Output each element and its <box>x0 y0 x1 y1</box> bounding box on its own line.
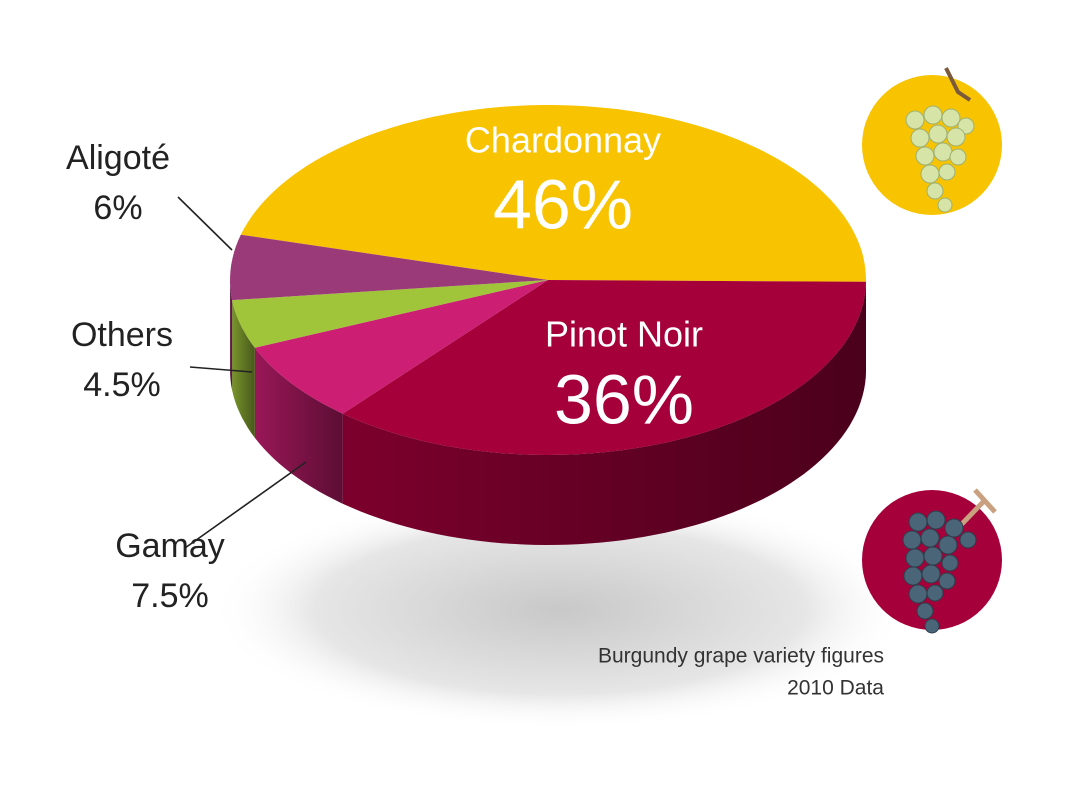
value-label: 7.5% <box>131 577 209 615</box>
grape-icon-black <box>862 488 1002 634</box>
slice <box>232 280 548 348</box>
slice <box>240 105 867 282</box>
slice-label: Aligoté <box>66 139 170 177</box>
caption: Burgundy grape variety figures <box>598 645 884 668</box>
pie-shadow <box>210 490 910 730</box>
slice-side-shade <box>254 347 343 504</box>
pie <box>230 105 867 545</box>
value-label: 36% <box>554 360 694 438</box>
grape-icon-white <box>862 67 1002 215</box>
leader-lines <box>177 196 307 549</box>
value-label: 4.5% <box>83 366 161 404</box>
slice-label: Others <box>71 316 173 354</box>
slice <box>254 280 549 414</box>
leader-line <box>177 196 233 251</box>
slice-label: Gamay <box>115 527 225 565</box>
slice <box>342 280 866 455</box>
value-label: 46% <box>493 165 633 243</box>
slice-side-shade <box>232 300 255 438</box>
value-label: 6% <box>93 189 142 227</box>
leader-line <box>189 366 253 373</box>
slice-side-shade <box>230 280 233 391</box>
slice-label: Pinot Noir <box>545 314 703 355</box>
slice-label: Chardonnay <box>465 120 661 161</box>
leader-line <box>184 461 307 549</box>
caption: 2010 Data <box>787 677 884 700</box>
slice <box>230 234 548 301</box>
slice-side-shade <box>342 281 866 545</box>
